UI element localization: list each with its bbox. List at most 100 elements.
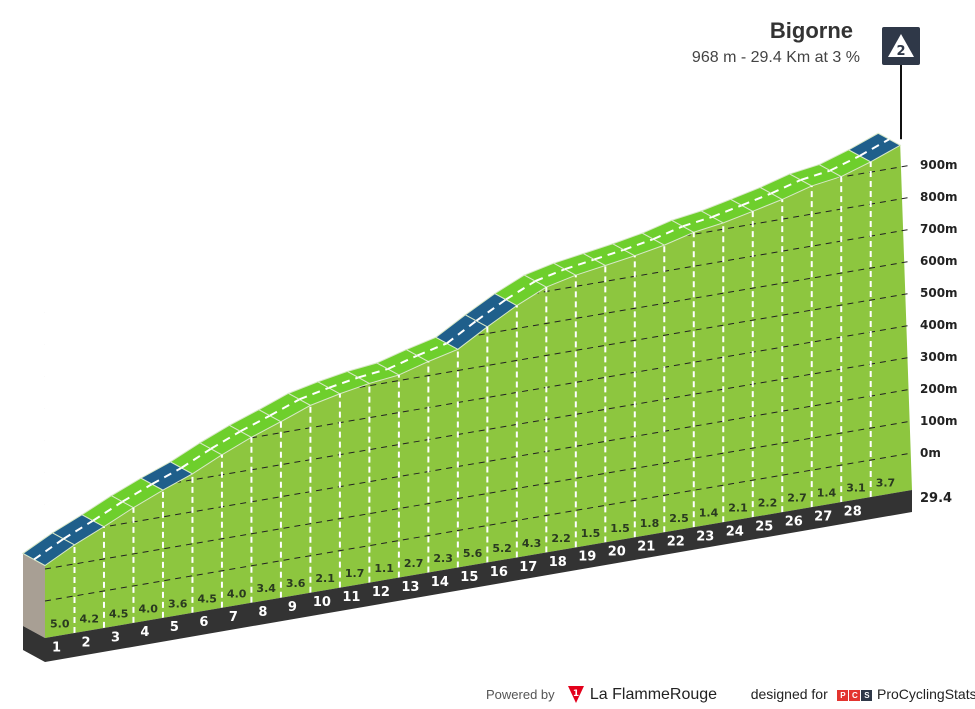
category-number: 2 [896,44,905,59]
gradient-label: 3.6 [286,577,306,590]
gradient-label: 4.5 [197,592,217,605]
center-line [505,280,536,301]
gradient-label: 5.0 [50,617,70,630]
gradient-label: 4.0 [227,587,247,600]
km-label: 21 [637,540,655,555]
elevation-gridline [44,388,913,538]
km-label: 23 [696,530,714,545]
footer: Powered by 1 La FlammeRouge designed for… [486,684,975,704]
gradient-label: 3.1 [846,482,866,495]
gradient-label: 1.8 [640,517,660,530]
brand-link[interactable]: La FlammeRouge [589,686,718,703]
gradient-label: 2.7 [404,557,424,570]
km-label: 3 [111,630,120,645]
center-line [62,519,94,540]
center-line [623,238,654,251]
center-line [33,538,65,561]
y-tick-label: 700m [920,222,958,236]
center-line [682,215,713,228]
y-tick-label: 500m [920,286,958,300]
center-line [593,248,625,261]
designed-for-label: designed for [750,686,828,702]
center-line [446,320,477,345]
center-line [534,268,566,283]
km-label: 17 [519,560,537,575]
climb-summary: 968 m - 29.4 Km at 3 % [691,49,860,66]
km-label: 15 [460,570,478,585]
center-line [92,500,124,522]
gradient-label: 2.3 [433,552,453,565]
gradient-label: 1.7 [345,567,365,580]
gradient-label: 2.7 [787,492,807,505]
center-line [239,414,271,433]
km-label: 19 [578,550,596,565]
gradient-label: 4.3 [522,537,542,550]
gradient-label: 5.2 [492,542,512,555]
km-label: 27 [814,509,832,524]
gradient-label: 1.5 [581,527,601,540]
center-line [210,430,241,450]
center-line [151,466,182,485]
climb-title: Bigorne [769,18,853,43]
km-label: 12 [372,585,390,600]
km-label: 9 [288,600,297,615]
y-tick-label: 0m [920,446,941,460]
km-label: 28 [844,504,862,519]
pcs-link[interactable]: ProCyclingStats [877,686,975,702]
km-label: 16 [490,565,508,580]
center-line [121,483,153,503]
svg-text:1: 1 [573,689,579,699]
y-tick-label: 400m [920,318,958,332]
flamme-rouge-logo-icon: 1 [568,686,585,703]
elevation-gridline [44,452,913,602]
gradient-label: 2.2 [758,497,778,510]
km-label: 18 [549,555,567,570]
y-tick-label: 300m [920,350,958,364]
center-line [387,354,418,370]
km-label: 4 [140,625,149,640]
pcs-letter: P [837,690,849,701]
center-line [829,154,861,172]
gradient-label: 2.1 [315,572,335,585]
km-label: 11 [342,590,360,605]
center-line [770,179,802,195]
gradient-label: 1.1 [374,562,394,575]
km-label: 10 [313,595,331,610]
y-tick-label: 900m [920,158,958,172]
km-label: 13 [401,580,419,595]
km-label: 26 [785,514,803,529]
y-tick-label: 200m [920,382,958,396]
gradient-label: 5.6 [463,547,483,560]
gradient-label: 3.4 [256,582,276,595]
gradient-label: 2.2 [551,532,571,545]
gradient-label: 2.1 [728,502,748,515]
km-label: 8 [258,605,267,620]
center-line [416,342,448,357]
powered-by-label: Powered by [486,687,555,702]
gradient-label: 1.5 [610,522,630,535]
gradient-label: 4.5 [109,607,129,620]
gradient-label: 1.4 [817,487,837,500]
category-badge: 2 [882,27,920,65]
profile-side-face [23,553,45,638]
center-line [180,447,212,469]
km-label: 1 [52,640,61,655]
gradient-label: 1.4 [699,507,719,520]
km-label: 6 [199,615,208,630]
km-label: 22 [667,535,685,550]
base-side-face [23,626,45,662]
center-line [741,192,772,207]
gradient-label: 4.0 [138,602,158,615]
profile-front-face [45,145,912,639]
center-line [800,169,831,181]
end-distance-label: 29.4 [920,491,952,506]
gradient-label: 4.2 [79,612,99,625]
gradient-label: 3.6 [168,597,188,610]
center-line [269,398,300,417]
center-line [652,225,684,241]
center-line [328,376,359,389]
km-label: 25 [755,520,773,535]
